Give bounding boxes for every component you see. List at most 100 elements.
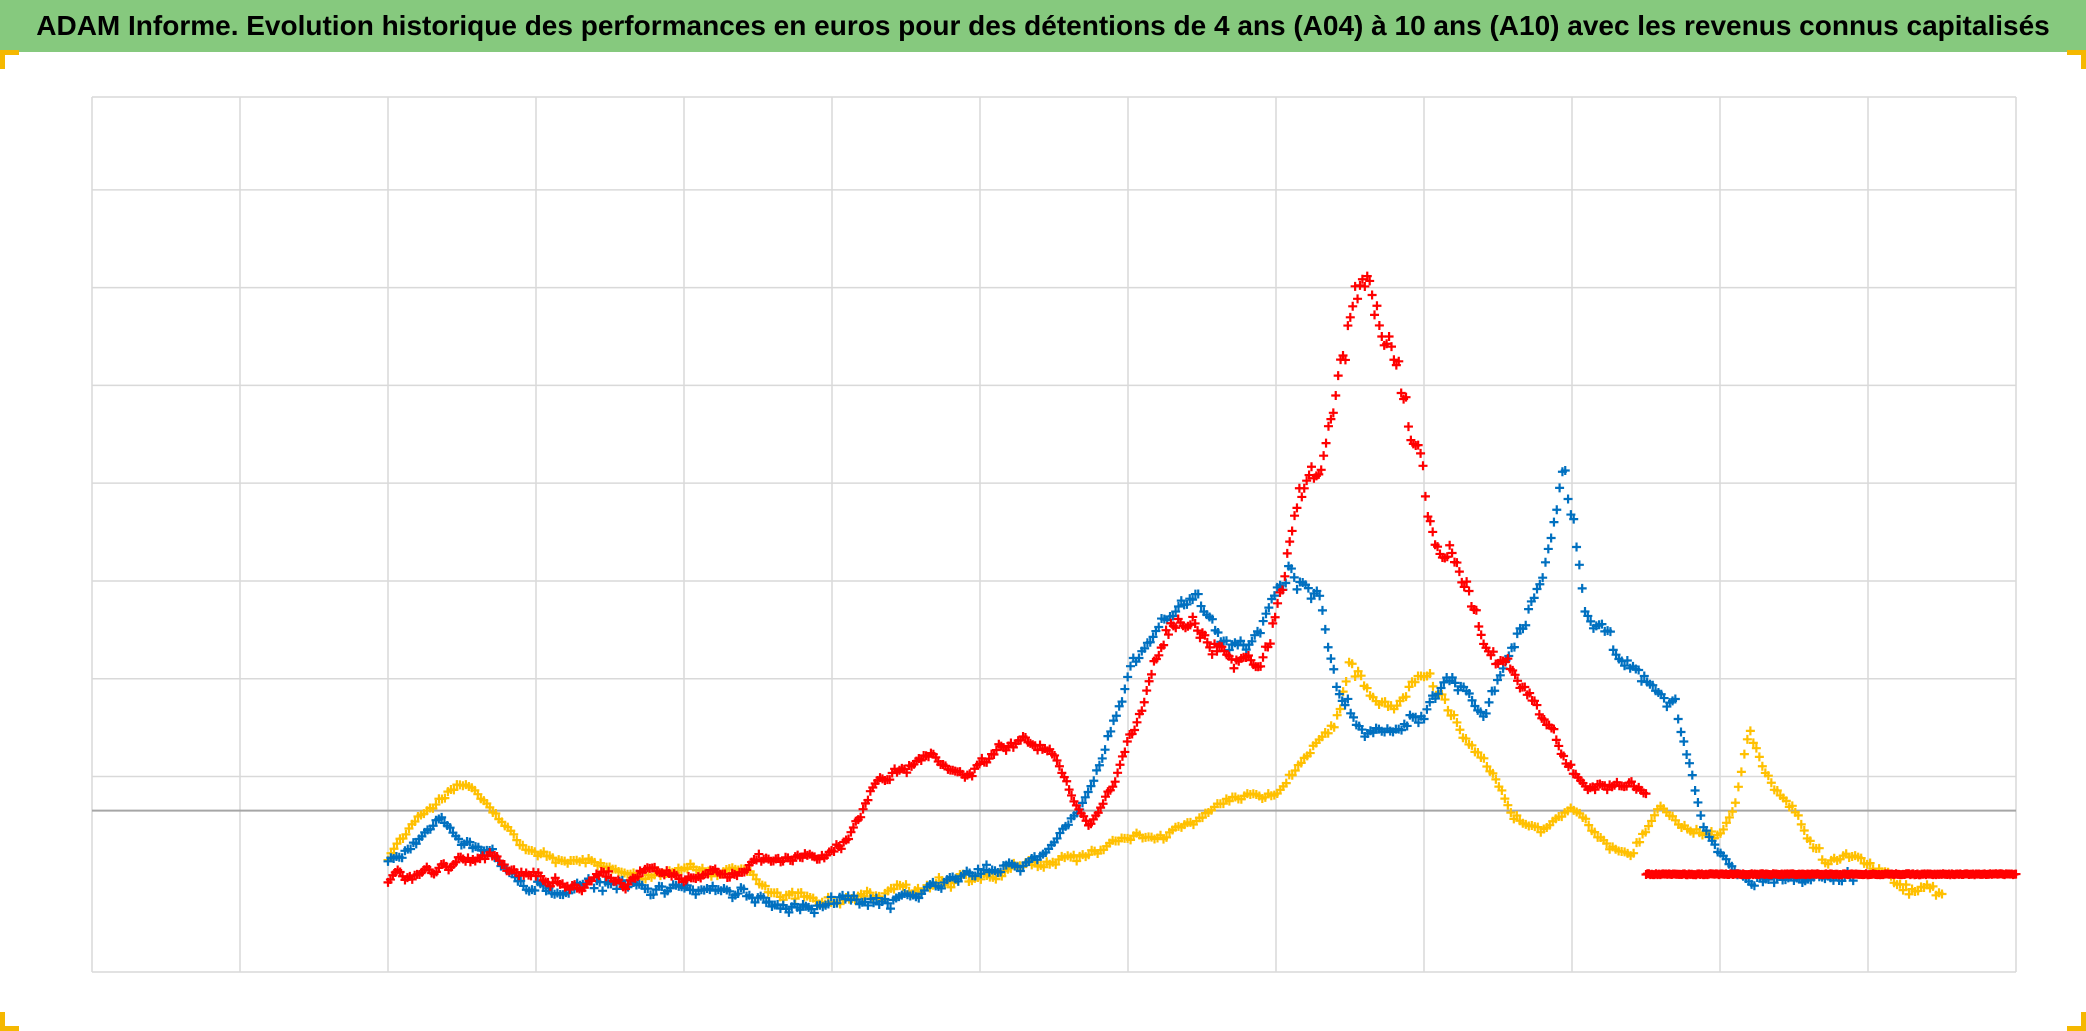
data-point [1500,794,1510,804]
data-point [1092,765,1102,775]
data-point [725,886,735,896]
data-point [1644,821,1654,831]
data-point [1362,271,1372,281]
data-point [871,893,881,903]
data-point [1450,678,1460,688]
data-point [1329,722,1339,732]
chart-title: ADAM Informe. Evolution historique des p… [36,10,2050,41]
data-point [1247,636,1257,646]
data-point [1286,564,1296,574]
data-point [598,886,608,896]
data-point [1326,414,1336,424]
grid-layer [91,96,2017,973]
data-point [829,846,839,856]
data-point [1210,639,1220,649]
data-point [1162,832,1171,842]
data-point [1052,833,1062,843]
data-point [1436,683,1446,693]
data-point [1583,611,1593,621]
data-point [1650,810,1660,820]
data-point [1559,751,1569,761]
data-point [991,745,1001,755]
data-point [1072,856,1082,866]
data-point [1120,684,1130,694]
data-point [1766,778,1776,788]
data-point [858,804,868,814]
data-point [1079,811,1089,821]
data-point [1132,717,1142,727]
data-point [1461,734,1471,744]
data-point [1287,526,1297,536]
data-point [1305,748,1315,758]
data-point [1188,612,1198,622]
data-point [449,785,459,795]
data-point [1343,321,1353,331]
data-point [1110,777,1120,787]
data-point [1134,653,1144,663]
data-point [970,871,980,881]
data-point [1137,706,1147,716]
data-point [1296,758,1306,768]
data-point [733,889,743,899]
data-point [936,883,946,893]
data-point [1188,595,1198,605]
data-point [1793,810,1803,820]
data-point [967,771,977,781]
data-point [979,865,989,875]
data-point [1332,682,1342,692]
data-point [1111,711,1121,721]
data-point [1258,616,1268,626]
data-point [1289,572,1299,582]
data-point [809,908,819,918]
data-point [1063,820,1073,830]
data-point [1069,850,1079,860]
corner-mark-bottom-left [0,1012,19,1031]
data-point [1159,640,1169,650]
data-point [836,844,846,854]
data-point [1419,714,1429,724]
data-point [1039,862,1049,872]
data-point [1323,421,1333,431]
data-point [1488,768,1498,778]
data-point [1799,825,1809,835]
data-point [1524,604,1534,614]
data-point [1329,664,1339,674]
data-point [1555,483,1565,493]
data-point [1207,649,1217,659]
data-point [826,892,836,902]
data-point [1335,704,1345,714]
data-point [1490,686,1500,696]
data-point [1532,584,1542,594]
data-point [1100,745,1110,755]
data-point [1549,724,1559,734]
data-point [1629,848,1639,858]
data-point [1130,725,1140,735]
data-point [754,849,764,859]
data-point [1476,630,1486,640]
data-point [1684,758,1694,768]
data-point [1282,548,1292,558]
data-point [1476,707,1486,717]
data-point [1581,814,1591,824]
data-point [846,827,856,837]
data-point [1323,728,1333,738]
data-point [1701,826,1711,836]
data-point [1316,465,1326,475]
data-point [548,878,558,888]
data-point [1447,673,1457,683]
data-point [748,870,758,880]
data-point [1805,836,1815,846]
data-point [604,866,614,876]
data-point [795,905,805,915]
data-point [1769,878,1779,888]
data-point [1064,785,1074,795]
data-point [1332,710,1342,720]
data-point [1196,601,1206,611]
data-point [1328,408,1338,418]
data-point [982,860,992,870]
data-point [1538,573,1548,583]
data-point [1641,789,1651,799]
data-point [1341,676,1351,686]
data-point [1370,310,1380,320]
data-point [1154,650,1164,660]
